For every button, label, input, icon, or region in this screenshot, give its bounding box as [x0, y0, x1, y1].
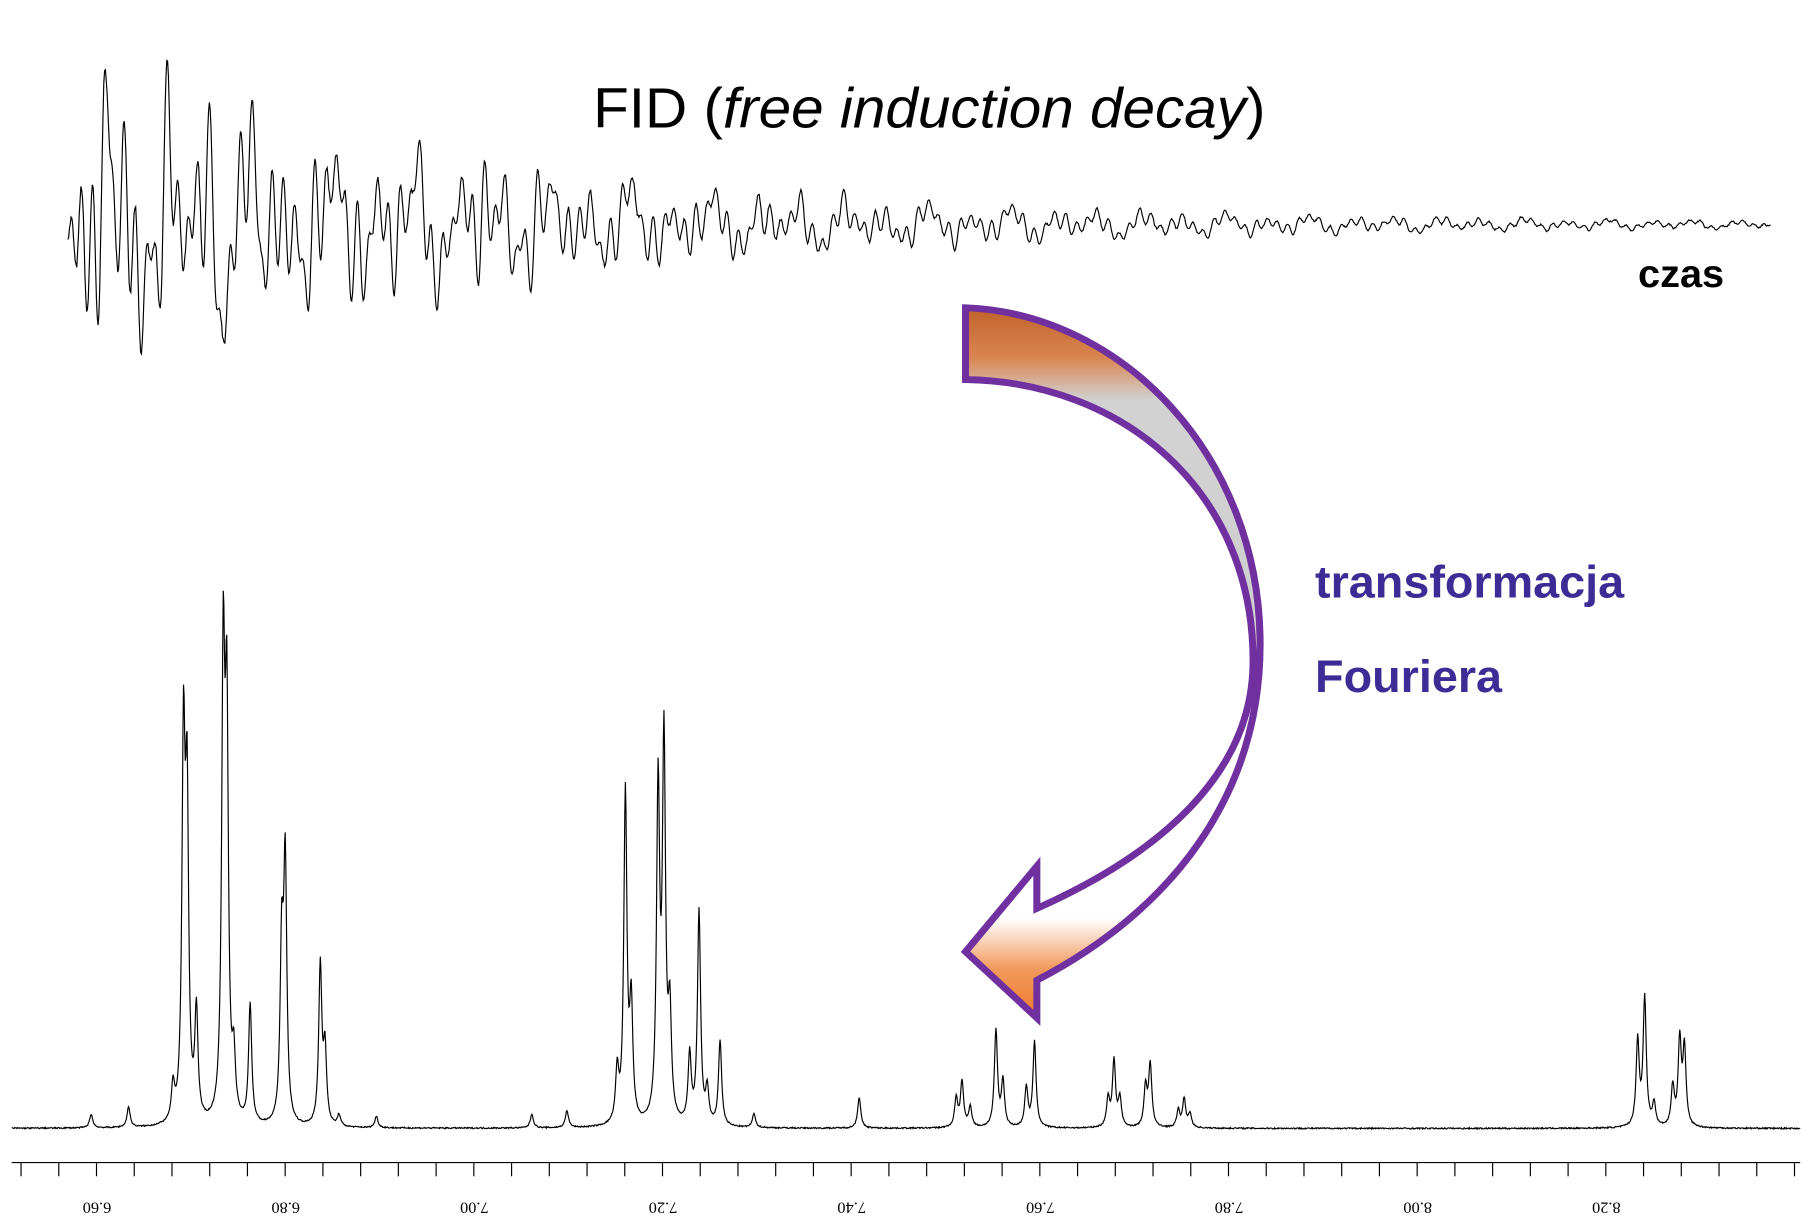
ppm-label: 7.20	[649, 1198, 678, 1215]
fid-curve	[67, 59, 1771, 357]
ppm-label: 7.40	[837, 1198, 866, 1215]
ppm-axis-ticks: 6.60 6.80 7.00 7.20 7.40 7.60 7.80 8.00 8.20	[20, 1162, 1796, 1215]
ppm-label: 7.60	[1026, 1198, 1055, 1215]
fourier-arrow	[960, 304, 1264, 1026]
ppm-label: 7.80	[1215, 1198, 1244, 1215]
ppm-label: 6.80	[271, 1198, 300, 1215]
spectrum-curve	[11, 590, 1801, 1131]
ppm-label: 8.20	[1592, 1198, 1621, 1215]
transform-label-2: Fouriera	[1315, 650, 1502, 701]
time-label: czas	[1638, 253, 1724, 296]
ppm-label: 8.00	[1403, 1198, 1432, 1215]
ppm-label: 6.60	[83, 1198, 112, 1215]
title-italic: free induction decay	[723, 77, 1249, 140]
title-suffix: )	[1246, 77, 1265, 140]
ppm-label: 7.00	[460, 1198, 489, 1215]
title-prefix: FID (	[593, 77, 723, 140]
transform-label-1: transformacja	[1315, 556, 1624, 607]
title: FID (free induction decay)	[593, 77, 1265, 140]
